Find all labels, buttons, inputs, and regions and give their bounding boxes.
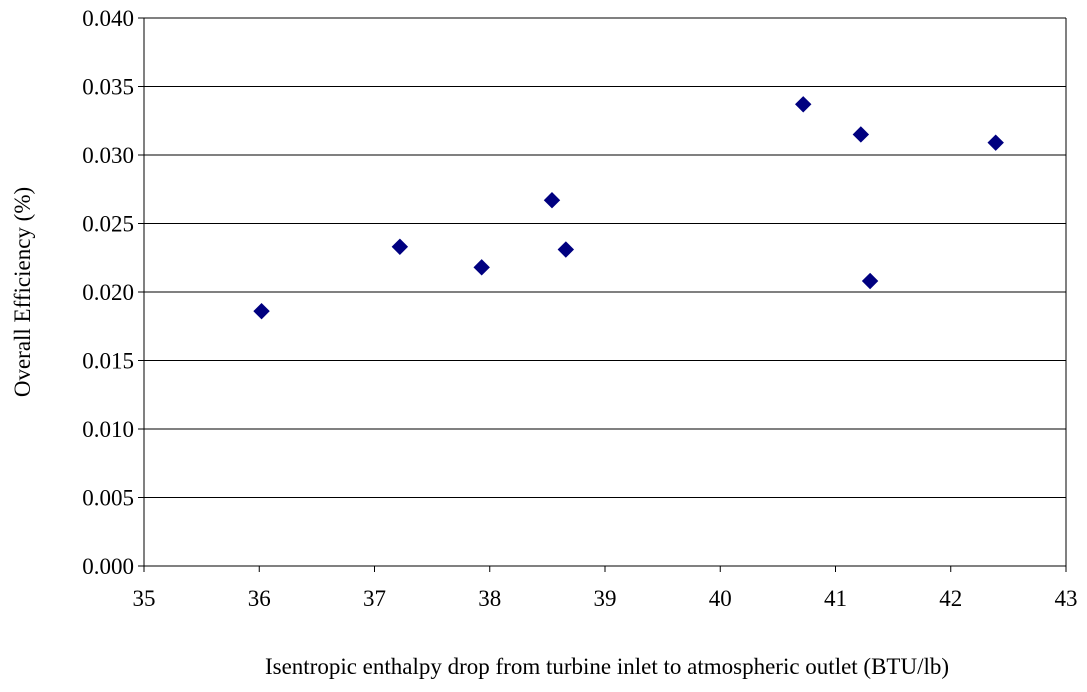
x-axis-ticks: 35 36 37 38 39 40 41 42 43 (133, 566, 1078, 611)
x-tick-label: 35 (133, 586, 156, 611)
data-point (543, 192, 561, 209)
gridlines (144, 17, 1066, 498)
x-axis-label: Isentropic enthalpy drop from turbine in… (265, 654, 949, 679)
data-point (795, 96, 812, 113)
data-point (861, 272, 879, 290)
data-point (253, 302, 270, 320)
y-tick-label: 0.020 (82, 280, 134, 305)
x-tick-label: 38 (478, 586, 501, 611)
data-points (253, 96, 1004, 320)
data-point (391, 238, 409, 255)
x-tick-label: 37 (363, 586, 386, 611)
x-tick-label: 42 (939, 586, 962, 611)
x-tick-label: 36 (248, 586, 271, 611)
data-point (987, 134, 1004, 151)
x-tick-label: 43 (1055, 586, 1078, 611)
data-point (557, 241, 575, 258)
x-tick-label: 41 (824, 586, 847, 611)
data-point (473, 259, 490, 276)
y-tick-label: 0.025 (82, 212, 134, 237)
y-axis-label: Overall Efficiency (%) (10, 187, 35, 397)
y-tick-label: 0.015 (82, 349, 134, 374)
y-tick-label: 0.035 (82, 75, 134, 100)
x-tick-label: 39 (594, 586, 617, 611)
y-axis-ticks: 0.000 0.005 0.010 0.015 0.020 0.025 0.030 0.035… (82, 6, 144, 579)
x-tick-label: 40 (709, 586, 732, 611)
y-tick-label: 0.000 (82, 554, 134, 579)
y-tick-label: 0.005 (82, 486, 134, 511)
y-tick-label: 0.040 (82, 6, 134, 31)
data-point (852, 126, 870, 143)
y-tick-label: 0.030 (82, 143, 134, 168)
y-tick-label: 0.010 (82, 417, 134, 442)
